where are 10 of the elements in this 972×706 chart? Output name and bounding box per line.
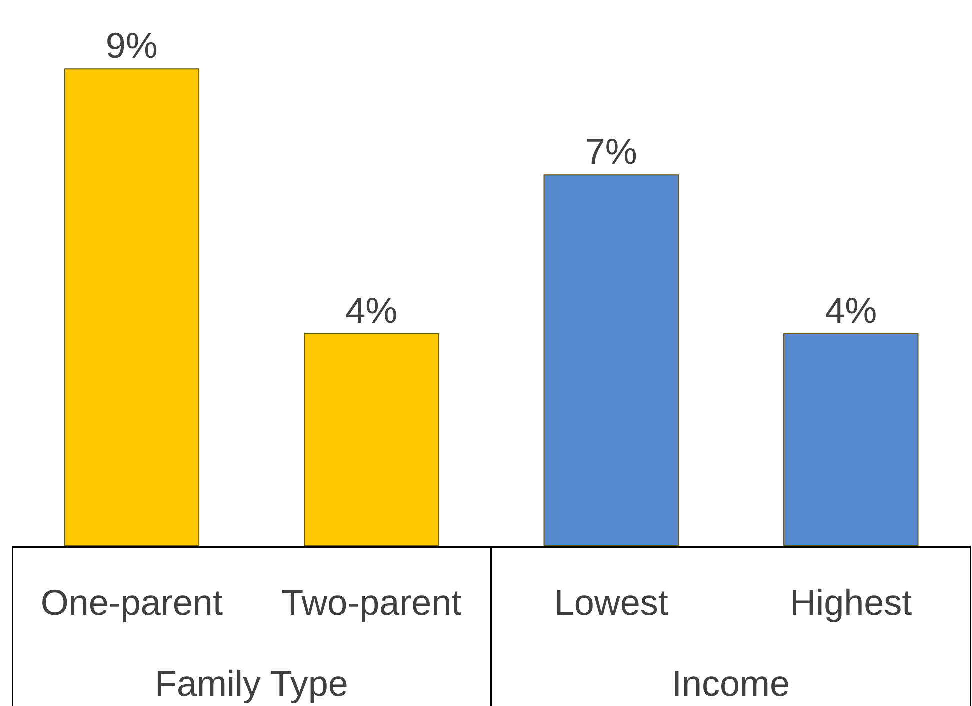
data-label: 4% [825,290,878,332]
data-label: 7% [585,131,638,172]
text: Income [672,663,790,704]
text: Family Type [155,663,348,704]
x-tick-label: Lowest [554,582,668,624]
data-label: 9% [106,25,158,66]
data-label: 4% [346,290,398,332]
x-tick-label: Highest [790,582,912,624]
x-tick-label: One-parent [40,582,223,624]
x-tick-label: Two-parent [282,582,462,624]
